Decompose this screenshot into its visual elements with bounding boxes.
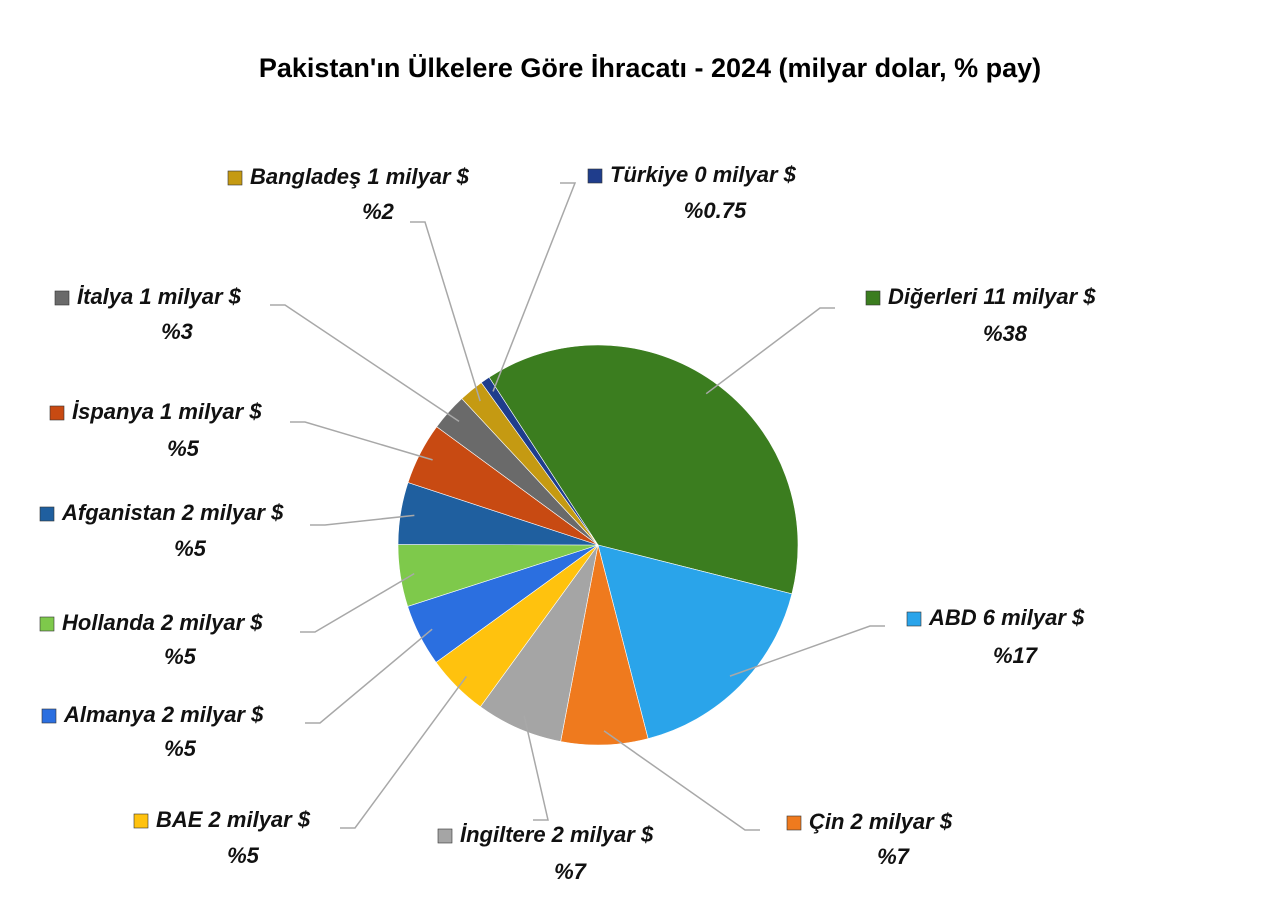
leader-line [290, 421, 433, 461]
leader-line [270, 304, 460, 422]
chart-title: Pakistan'ın Ülkelere Göre İhracatı - 202… [259, 53, 1041, 83]
category-label: Hollanda 2 milyar $ [62, 610, 263, 635]
value-label: %17 [993, 643, 1039, 668]
value-label: %5 [167, 436, 200, 461]
pie-slice [480, 376, 599, 546]
legend-key [906, 611, 922, 627]
value-label: %5 [164, 644, 197, 669]
value-label: %0.75 [684, 198, 747, 223]
value-label: %7 [877, 844, 911, 869]
category-label: İtalya 1 milyar $ [77, 284, 242, 309]
value-label: %5 [227, 843, 260, 868]
leader-line [305, 628, 433, 724]
value-label: %38 [983, 321, 1028, 346]
leader-line [603, 730, 760, 831]
category-label: BAE 2 milyar $ [156, 807, 311, 832]
legend-key [587, 168, 603, 184]
legend-key [49, 405, 65, 421]
legend-key [41, 708, 57, 724]
category-label: Diğerleri 11 milyar $ [888, 284, 1096, 309]
leader-line [729, 625, 885, 677]
category-label: İngiltere 2 milyar $ [460, 822, 654, 847]
category-label: Bangladeş 1 milyar $ [250, 164, 470, 189]
category-label: Türkiye 0 milyar $ [610, 162, 797, 187]
legend-key [133, 813, 149, 829]
legend-key [865, 290, 881, 306]
legend-key [39, 506, 55, 522]
category-label: Çin 2 milyar $ [809, 809, 953, 834]
legend-key [227, 170, 243, 186]
leader-line [410, 221, 481, 402]
legend-key [437, 828, 453, 844]
leader-line [705, 307, 835, 395]
value-label: %5 [174, 536, 207, 561]
value-label: %7 [554, 859, 588, 884]
value-label: %3 [161, 319, 193, 344]
category-label: İspanya 1 milyar $ [72, 399, 262, 424]
value-label: %5 [164, 736, 197, 761]
category-label: ABD 6 milyar $ [928, 605, 1085, 630]
category-label: Afganistan 2 milyar $ [61, 500, 284, 525]
legend-key [39, 616, 55, 632]
legend-key [54, 290, 70, 306]
pie-slice [597, 544, 793, 739]
leader-line [300, 573, 415, 633]
category-label: Almanya 2 milyar $ [63, 702, 264, 727]
leader-line [340, 675, 467, 829]
pie-slice [488, 344, 799, 595]
value-label: %2 [362, 199, 395, 224]
legend-key [786, 815, 802, 831]
leader-line [310, 514, 415, 526]
leader-line [492, 182, 577, 392]
leader-line [523, 715, 549, 821]
